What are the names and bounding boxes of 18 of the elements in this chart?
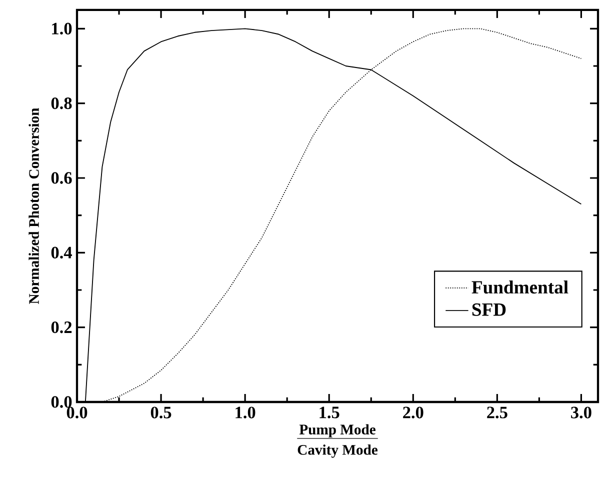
y-tick-label: 0.2 [51,321,72,334]
y-axis-title: Normalized Photon Conversion [28,108,39,304]
x-tick-label: 0.5 [150,406,172,418]
y-tick-label: 0.6 [51,172,72,184]
x-axis-title: Pump Mode [299,424,376,438]
x-tick-label: 2.5 [487,406,508,418]
legend-label: SFD [472,303,506,316]
x-tick-label: 0.0 [66,406,88,418]
x-tick-label: 3.0 [571,406,592,418]
y-tick-label: 0.8 [51,97,72,110]
text: Cavity Mode [298,444,378,458]
y-tick-label: 0.0 [51,396,72,408]
x-tick-label: 2.0 [403,406,424,418]
y-tick-label: 0.4 [51,246,72,259]
y-tick-label: 1.0 [52,22,72,35]
legend-label: Fundmental [472,280,568,294]
x-tick-label: 1.5 [320,406,340,418]
x-tick-label: 1.0 [236,406,256,418]
